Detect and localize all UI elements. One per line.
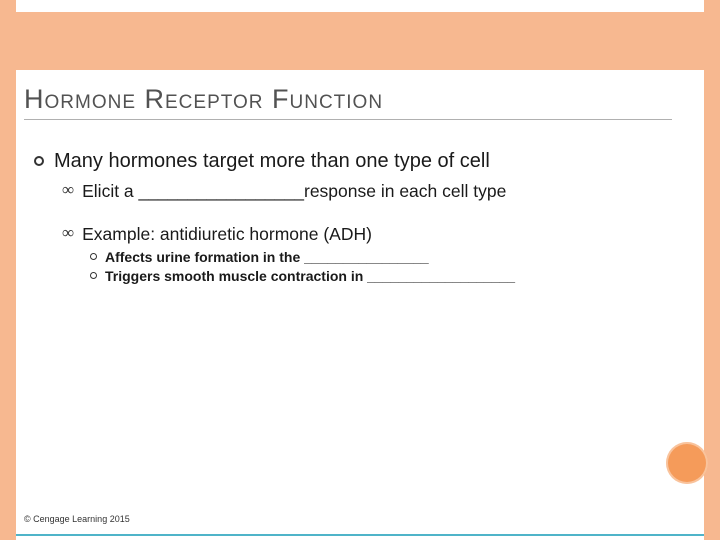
bullet-text: Example: antidiuretic hormone (ADH) <box>82 224 372 245</box>
bullet-text: Many hormones target more than one type … <box>54 150 490 173</box>
bottom-rule <box>16 534 704 536</box>
bullet-lvl1: Many hormones target more than one type … <box>34 150 686 173</box>
slide-body: Many hormones target more than one type … <box>34 150 686 287</box>
spacer <box>34 206 686 220</box>
ring-bullet-icon <box>90 272 97 279</box>
script-bullet-icon: ∞ <box>62 180 74 200</box>
ring-bullet-icon <box>90 253 97 260</box>
bullet-lvl2: ∞ Example: antidiuretic hormone (ADH) <box>62 224 686 245</box>
bullet-text: Triggers smooth muscle contraction in __… <box>105 268 515 284</box>
bullet-lvl3: Affects urine formation in the _________… <box>90 249 686 265</box>
bullet-lvl2: ∞ Elicit a _________________response in … <box>62 181 686 202</box>
accent-circle-icon <box>666 442 708 484</box>
slide-title: Hormone Receptor Function <box>24 84 672 120</box>
bullet-lvl3: Triggers smooth muscle contraction in __… <box>90 268 686 284</box>
script-bullet-icon: ∞ <box>62 223 74 243</box>
ring-bullet-icon <box>34 156 44 166</box>
slide-frame: Hormone Receptor Function Many hormones … <box>0 0 720 540</box>
top-accent-bar <box>16 12 704 70</box>
bullet-text: Affects urine formation in the _________… <box>105 249 429 265</box>
bullet-text: Elicit a _________________response in ea… <box>82 181 506 202</box>
copyright-text: © Cengage Learning 2015 <box>24 514 130 524</box>
